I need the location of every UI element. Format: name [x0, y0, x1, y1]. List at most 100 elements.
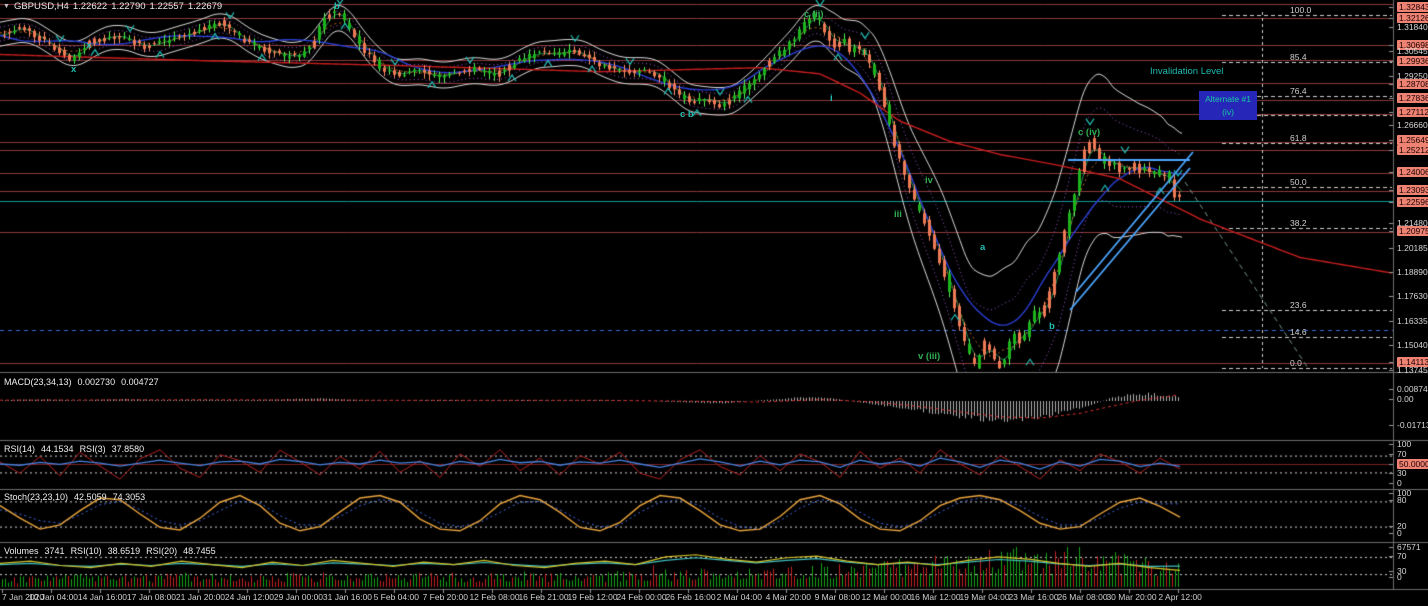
time-axis-label: 24 Feb 00:00	[616, 592, 667, 602]
volumes-name: Volumes	[4, 546, 39, 556]
price-scale-label: 1.17630	[1397, 291, 1428, 301]
indicator-scale-label: 0	[1397, 478, 1402, 488]
ohlc-high: 1.22790	[111, 1, 146, 12]
alternate-label-box: Alternate #1 (iv)	[1199, 91, 1257, 120]
rsi3-value: 37.8580	[111, 444, 145, 454]
wave-annotation: c (ii)	[804, 9, 824, 20]
price-scale-label-highlighted: 1.27836	[1397, 93, 1428, 103]
time-axis-label: 12 Mar 00:00	[861, 592, 912, 602]
price-scale-label: 1.15040	[1397, 340, 1428, 350]
fib-level-label: 85.4	[1290, 52, 1307, 62]
time-axis-label: 2 Apr 12:00	[1158, 592, 1202, 602]
indicator-scale-label: 50.0000	[1397, 459, 1428, 469]
price-scale-label: 1.29250	[1397, 71, 1428, 81]
indicator-label-macd: MACD(23,34,13) 0.002730 0.004727	[4, 377, 165, 387]
price-scale-label-highlighted: 1.30698	[1397, 40, 1428, 50]
indicator-scale-label: 0	[1397, 572, 1402, 582]
wave-annotation: b	[334, 1, 340, 12]
rsi14-name: RSI(14)	[4, 444, 36, 454]
time-axis-label: 23 Mar 16:00	[1008, 592, 1059, 602]
stoch-signal-value: 74.3053	[112, 492, 146, 502]
indicator-scale-label: 80	[1397, 495, 1407, 505]
vol-rsi20-name: RSI(20)	[146, 546, 178, 556]
price-scale-label-highlighted: 1.28708	[1397, 79, 1428, 89]
price-scale-label: 1.21480	[1397, 218, 1428, 228]
price-scale-label-highlighted: 1.20975	[1397, 226, 1428, 236]
price-scale-label-highlighted: 1.27112	[1397, 107, 1428, 117]
price-scale-label-highlighted: 1.32843	[1397, 2, 1428, 12]
time-axis-label: 21 Jan 20:00	[175, 592, 226, 602]
price-scale-label-highlighted: 1.25212	[1397, 145, 1428, 155]
price-scale-label-highlighted: 1.14113	[1397, 357, 1428, 367]
time-axis-label: 10 Jan 04:00	[28, 592, 79, 602]
time-axis-label: 7 Jan 2020	[2, 592, 45, 602]
ohlc-open: 1.22622	[72, 1, 108, 12]
price-scale-label-highlighted: 1.32126	[1397, 13, 1428, 23]
indicator-scale-label: 70	[1397, 449, 1407, 459]
time-axis-label: 12 Feb 08:00	[469, 592, 520, 602]
time-axis-label: 5 Feb 04:00	[373, 592, 419, 602]
stoch-value: 42.5059	[74, 492, 107, 502]
time-axis-label: 2 Mar 04:00	[716, 592, 762, 602]
time-axis-label: 31 Jan 16:00	[322, 592, 373, 602]
wave-annotation: v (iii)	[918, 351, 941, 362]
rsi3-name: RSI(3)	[79, 444, 106, 454]
chart-title: ▼ GBPUSD,H4 1.22622 1.22790 1.22557 1.22679	[3, 1, 226, 12]
time-axis-label: 9 Mar 08:00	[814, 592, 860, 602]
indicator-scale-label: 20	[1397, 521, 1407, 531]
rsi14-value: 44.1534	[41, 444, 74, 454]
ohlc-close: 1.22679	[187, 1, 223, 12]
symbol-label: GBPUSD,H4	[13, 1, 69, 12]
time-axis-label: 19 Feb 12:00	[567, 592, 618, 602]
indicator-scale-label: -0.017136	[1397, 420, 1428, 430]
fib-level-label: 76.4	[1290, 86, 1307, 96]
price-scale-label: 1.13745	[1397, 365, 1428, 375]
wave-annotation: ii	[862, 47, 868, 58]
wave-annotation: c b	[680, 109, 694, 120]
price-scale-label: 1.16335	[1397, 316, 1428, 326]
wave-annotation: i	[830, 93, 833, 104]
time-axis-label: 24 Jan 12:00	[224, 592, 275, 602]
indicator-scale-label: 100	[1397, 439, 1412, 449]
time-axis-label: 30 Mar 20:00	[1106, 592, 1157, 602]
stoch-name: Stoch(23,23,10)	[4, 492, 69, 502]
time-axis-label: 16 Feb 21:00	[518, 592, 569, 602]
time-axis-label: 26 Mar 08:00	[1057, 592, 1108, 602]
fib-level-label: 0.0	[1290, 358, 1302, 368]
price-scale-label: 1.26660	[1397, 120, 1428, 130]
indicator-scale-label: 70	[1397, 551, 1407, 561]
wave-annotation: a	[980, 242, 986, 253]
indicator-scale-label: 100	[1397, 488, 1412, 498]
fib-level-label: 50.0	[1290, 177, 1307, 187]
fib-level-label: 100.0	[1290, 5, 1312, 15]
fib-level-label: 23.6	[1290, 300, 1307, 310]
wave-annotation: iv	[925, 175, 933, 186]
time-axis-label: 14 Jan 16:00	[77, 592, 128, 602]
price-scale-label-highlighted: 1.25649	[1397, 135, 1428, 145]
macd-signal-value: 0.004727	[121, 377, 159, 387]
volumes-value: 3741	[44, 546, 65, 556]
time-axis-label: 29 Jan 00:00	[273, 592, 324, 602]
wave-annotation: b	[1049, 321, 1055, 332]
wave-annotation: x	[86, 40, 92, 51]
macd-value: 0.002730	[77, 377, 116, 387]
indicator-scale-label: 30	[1397, 566, 1407, 576]
wave-annotation: c (iv)	[1078, 127, 1101, 138]
symbol-dropdown-icon[interactable]: ▼	[3, 3, 10, 10]
vol-rsi20-value: 48.7455	[183, 546, 216, 556]
time-axis-label: 19 Mar 04:00	[959, 592, 1010, 602]
indicator-scale-label: 0	[1397, 528, 1402, 538]
time-axis-label: 16 Mar 12:00	[910, 592, 961, 602]
price-scale-label-highlighted: 1.23093	[1397, 185, 1428, 195]
fib-level-label: 38.2	[1290, 218, 1307, 228]
wave-annotation: iii	[894, 209, 902, 220]
indicator-label-rsi: RSI(14) 44.1534 RSI(3) 37.8580	[4, 444, 150, 454]
indicator-scale-label: 0.00	[1397, 394, 1414, 404]
indicator-scale-label: 0.00874	[1397, 384, 1428, 394]
price-scale-label-highlighted: 1.22596	[1397, 197, 1428, 207]
time-axis-label: 7 Feb 20:00	[422, 592, 468, 602]
price-scale-label: 1.31840	[1397, 22, 1428, 32]
time-axis-label: 17 Jan 08:00	[126, 592, 177, 602]
